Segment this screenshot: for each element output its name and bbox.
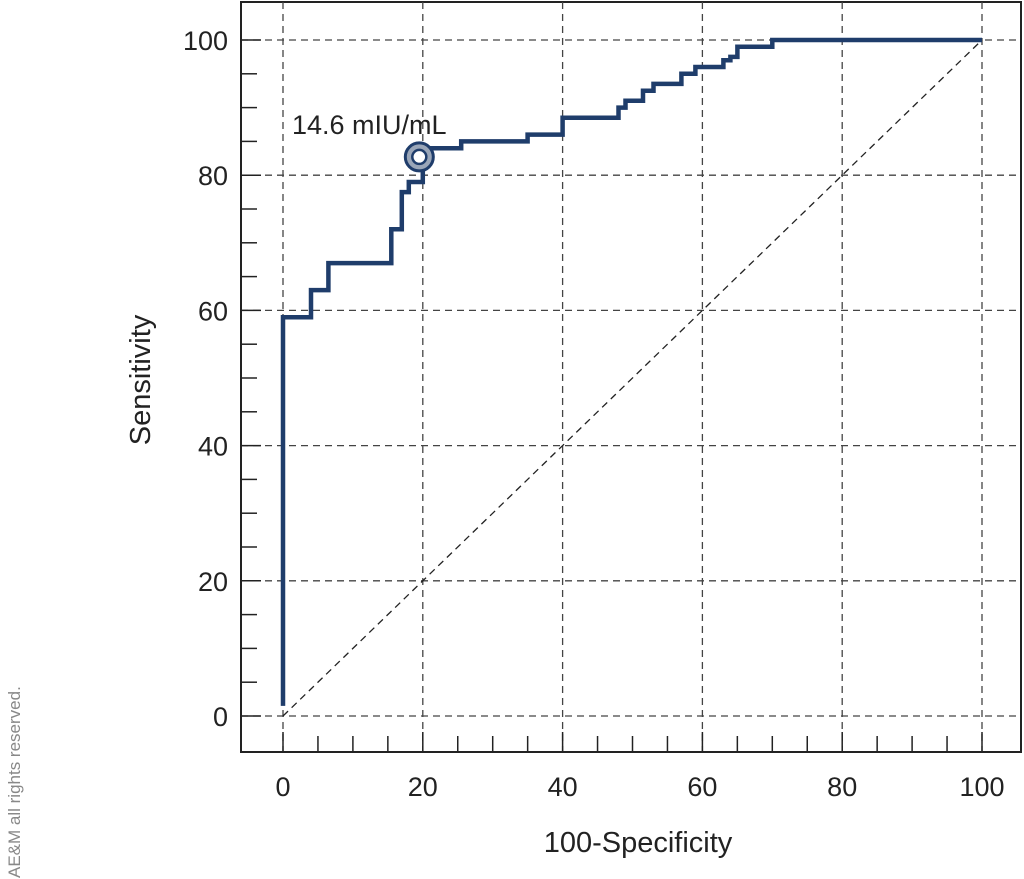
y-tick-labels: 0 20 40 60 80 100 <box>183 26 228 732</box>
x-tick-label: 0 <box>275 772 290 802</box>
cutoff-marker-inner <box>411 148 428 166</box>
y-tick-label: 100 <box>183 26 228 56</box>
y-tick-label: 40 <box>198 432 228 462</box>
y-tick-label: 20 <box>198 567 228 597</box>
cutoff-annotation: 14.6 mIU/mL <box>292 110 447 140</box>
y-tick-label: 0 <box>213 702 228 732</box>
x-axis-title: 100-Specificity <box>544 827 733 859</box>
x-tick-labels: 0 20 40 60 80 100 <box>275 772 1004 802</box>
y-tick-label: 60 <box>198 296 228 326</box>
x-tick-label: 20 <box>408 772 438 802</box>
x-tick-label: 60 <box>687 772 717 802</box>
y-axis-title: Sensitivity <box>125 314 157 445</box>
x-tick-label: 100 <box>959 772 1004 802</box>
y-tick-label: 80 <box>198 161 228 191</box>
minor-ticks <box>241 39 983 752</box>
copyright-notice: AE&M all rights reserved. <box>5 686 24 878</box>
plot-frame <box>240 1 1022 753</box>
cutoff-marker <box>403 141 435 173</box>
x-tick-label: 40 <box>548 772 578 802</box>
x-tick-label: 80 <box>827 772 857 802</box>
reference-diagonal-line <box>282 39 983 717</box>
roc-curve-line <box>280 37 982 706</box>
